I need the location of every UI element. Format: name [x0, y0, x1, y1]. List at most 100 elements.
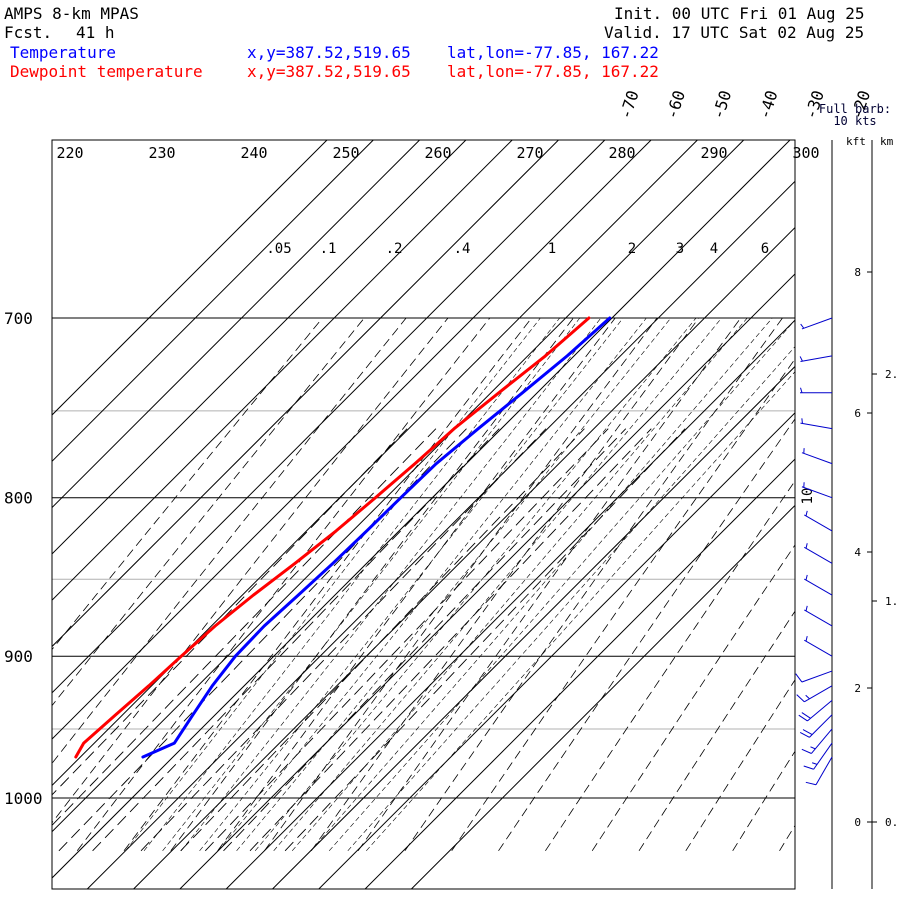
moist-adiabat	[236, 317, 672, 851]
wind-barb-flag	[801, 748, 812, 754]
mixing-ratio-label: 2	[628, 241, 636, 257]
isotherm	[52, 140, 513, 601]
isotherm	[52, 140, 606, 694]
wind-barb	[804, 574, 833, 596]
wind-barb-flag	[805, 781, 817, 786]
moist-adiabat	[125, 317, 541, 851]
wind-barb-shaft	[804, 514, 833, 532]
wind-barb-shaft	[804, 546, 833, 564]
wind-barb-half	[799, 356, 803, 362]
wind-barb-shaft	[815, 756, 833, 785]
wind-barb	[801, 728, 833, 754]
dry-adiabat	[779, 824, 795, 852]
wind-barb	[804, 510, 833, 532]
kft-tick-label: 2	[854, 682, 861, 695]
wind-barb-half	[800, 323, 805, 329]
wind-barb-flag	[802, 729, 813, 735]
dry-adiabat	[123, 317, 532, 852]
wind-barb	[799, 714, 833, 738]
isotherm	[272, 365, 795, 889]
wind-barb-shaft	[800, 355, 833, 362]
mixing-ratio-line	[223, 428, 627, 852]
wind-barb	[801, 482, 833, 499]
temperature-tick-label: -10	[893, 88, 900, 121]
wind-barb	[800, 387, 832, 394]
dry-adiabat	[404, 317, 783, 852]
wind-barb-shaft	[801, 486, 833, 499]
temperature-tick-label: -60	[662, 88, 689, 121]
adiabat-label: 270	[516, 144, 543, 162]
adiabat-label: 300	[792, 144, 819, 162]
adiabat-label: 240	[240, 144, 267, 162]
wind-barb-half	[805, 574, 808, 581]
dry-adiabat	[170, 317, 574, 852]
wind-barb-half	[805, 694, 810, 700]
moist-adiabat	[347, 346, 795, 851]
moist-adiabat	[162, 317, 581, 851]
mixing-ratio-label: .4	[454, 241, 471, 257]
dry-adiabat	[357, 317, 742, 852]
dry-adiabat	[310, 317, 700, 852]
wind-barb-shaft	[809, 714, 833, 738]
isotherm	[52, 140, 791, 879]
moist-adiabat	[254, 317, 697, 851]
temperature-latlon: lat,lon=-77.85, 167.22	[447, 43, 659, 62]
isotherm	[225, 319, 795, 889]
adiabat-label: 290	[700, 144, 727, 162]
moist-adiabat	[328, 319, 795, 851]
wind-barb-flag	[798, 714, 808, 722]
wind-barb	[798, 699, 833, 722]
adiabat-label: 220	[56, 144, 83, 162]
kft-tick-label: 4	[854, 546, 861, 559]
dry-adiabat	[826, 318, 900, 851]
temperature-xy: x,y=387.52,519.65	[247, 43, 411, 62]
wind-barb-flag	[795, 673, 803, 683]
mixing-ratio-line	[204, 428, 609, 852]
mixing-ratio-label: 6	[761, 241, 769, 257]
wind-barb	[801, 448, 833, 465]
wind-barb	[803, 742, 833, 770]
isotherm	[411, 504, 795, 889]
dry-adiabat	[217, 317, 616, 852]
mixing-ratio-label: .2	[386, 241, 403, 257]
wind-barb-shaft	[804, 578, 833, 596]
isotherm	[52, 140, 328, 416]
valid-time: Valid. 17 UTC Sat 02 Aug 25	[604, 23, 865, 42]
mixing-ratio-line	[180, 428, 585, 852]
dewpoint-legend: Dewpoint temperature	[10, 62, 203, 81]
mixing-ratio-line	[249, 428, 652, 852]
kft-tick-label: 8	[854, 266, 861, 279]
wind-barb-shaft	[811, 728, 833, 754]
wind-barb-flag	[796, 694, 805, 703]
moist-adiabat	[143, 317, 560, 851]
moist-adiabat	[366, 371, 795, 851]
mixing-ratio-label: 10	[800, 488, 816, 505]
wind-barb-half	[810, 746, 816, 750]
full-barb-value: 10 kts	[833, 114, 876, 128]
mixing-ratio-line	[52, 428, 437, 826]
isotherm	[52, 140, 374, 463]
isotherm	[86, 180, 795, 889]
wind-barb-shaft	[813, 742, 833, 770]
wind-barb-shaft	[801, 452, 833, 465]
wind-barb-half	[805, 636, 808, 642]
dry-adiabat	[732, 750, 795, 852]
km-tick-label: 1.	[885, 595, 898, 608]
moist-adiabat	[273, 317, 722, 851]
temperature-tick-label: -50	[708, 88, 735, 121]
wind-barb	[804, 636, 833, 657]
dewpoint-latlon: lat,lon=-77.85, 167.22	[447, 62, 659, 81]
kft-label: kft	[846, 135, 866, 148]
wind-barb-shaft	[804, 639, 833, 657]
dry-adiabat	[52, 317, 323, 651]
adiabat-label: 260	[424, 144, 451, 162]
mixing-ratio-line	[284, 428, 686, 852]
wind-barb-half	[805, 510, 808, 517]
kft-tick-label: 6	[854, 407, 861, 420]
wind-barb-shaft	[801, 317, 833, 330]
forecast-hour: 41 h	[76, 23, 115, 42]
temperature-profile	[141, 316, 612, 759]
isotherm	[318, 412, 795, 889]
moist-adiabat	[217, 317, 647, 851]
